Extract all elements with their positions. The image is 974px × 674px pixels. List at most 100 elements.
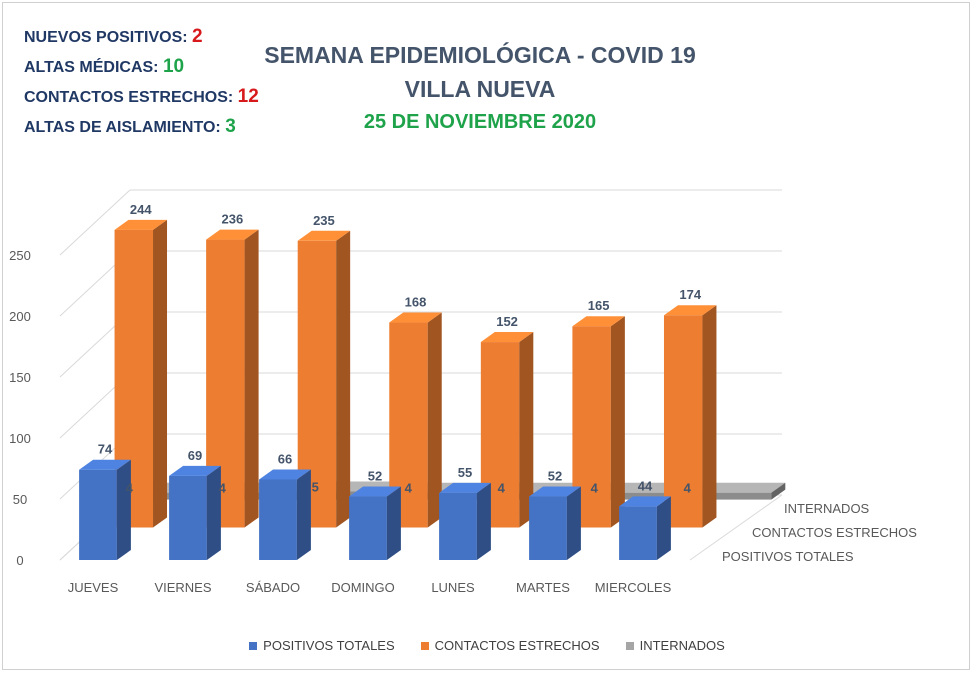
x-tick-label: VIERNES <box>154 580 211 595</box>
data-label: 69 <box>188 448 202 463</box>
chart-date: 25 DE NOVIEMBRE 2020 <box>363 111 597 133</box>
bar-front <box>585 492 679 500</box>
data-label: 174 <box>679 287 701 302</box>
floor-edge <box>689 494 783 561</box>
data-label: 235 <box>313 213 335 228</box>
bar <box>619 496 671 560</box>
bar-top <box>619 496 671 507</box>
data-label: 74 <box>98 442 113 457</box>
bar-top <box>529 486 581 497</box>
y-tick-label: 150 <box>9 370 31 385</box>
stat-label: ALTAS MÉDICAS: <box>24 59 159 76</box>
legend-item-contactos: CONTACTOS ESTRECHOS <box>420 638 600 653</box>
x-axis: JUEVES VIERNES SÁBADO DOMINGO LUNES MARTES MIE… <box>68 580 672 595</box>
bar-top <box>206 229 259 240</box>
data-label: 4 <box>219 481 227 496</box>
bar-top <box>480 332 534 343</box>
stat-medical-discharges: ALTAS MÉDICAS: 10 <box>24 52 259 82</box>
bar-top <box>297 230 351 241</box>
data-label: 244 <box>130 202 152 217</box>
bar-side <box>702 305 717 528</box>
bar-top <box>259 469 311 480</box>
bar-side <box>656 496 671 560</box>
legend-swatch <box>249 641 258 650</box>
depth-axis: POSITIVOS TOTALES CONTACTOS ESTRECHOS INTE… <box>722 501 917 564</box>
stat-isolation-discharges: ALTAS DE AISLAMIENTO: 3 <box>24 112 259 142</box>
bar-side <box>519 332 534 528</box>
legend-item-internados: INTERNADOS <box>625 638 725 653</box>
bar-side <box>206 465 221 560</box>
x-tick-label: MIERCOLES <box>595 580 672 595</box>
bar-top <box>169 465 221 476</box>
depth-tick-label: POSITIVOS TOTALES <box>722 549 854 564</box>
data-label: 4 <box>405 481 413 496</box>
data-label: 44 <box>638 478 653 493</box>
stat-value: 3 <box>225 116 236 137</box>
chart-title: SEMANA EPIDEMIOLÓGICA - COVID 19 <box>264 42 696 68</box>
bar-side <box>244 229 259 528</box>
stats-panel: NUEVOS POSITIVOS: 2 ALTAS MÉDICAS: 10 CO… <box>24 22 259 142</box>
bar-top <box>389 312 442 323</box>
bar-side <box>386 486 401 560</box>
gridline-side <box>59 189 131 256</box>
legend-swatch <box>420 641 429 650</box>
bar-side <box>566 486 581 560</box>
legend-label: CONTACTOS ESTRECHOS <box>434 638 600 653</box>
bar <box>572 316 625 528</box>
data-label: 165 <box>588 298 610 313</box>
data-label: 5 <box>312 480 319 495</box>
y-tick-label: 100 <box>9 431 31 446</box>
data-label: 152 <box>496 314 518 329</box>
bar-side <box>116 459 131 560</box>
bar-front <box>439 492 477 560</box>
bar-front <box>619 506 657 560</box>
data-label: 168 <box>405 295 427 310</box>
bar <box>529 486 581 560</box>
data-label: 52 <box>548 469 562 484</box>
x-tick-label: MARTES <box>516 580 570 595</box>
bar <box>79 459 131 560</box>
bar-front <box>169 475 207 560</box>
y-tick-label: 50 <box>13 492 27 507</box>
depth-tick-label: INTERNADOS <box>784 501 870 516</box>
bar-top <box>439 482 491 493</box>
bars <box>79 219 786 560</box>
data-label: 4 <box>591 481 599 496</box>
stat-new-positives: NUEVOS POSITIVOS: 2 <box>24 22 259 52</box>
data-label: 236 <box>222 212 244 227</box>
bar-top <box>79 459 131 470</box>
depth-tick-label: CONTACTOS ESTRECHOS <box>752 525 917 540</box>
bar-top <box>114 219 168 230</box>
bar <box>169 465 221 560</box>
bar-front <box>529 496 567 560</box>
data-label: 4 <box>498 481 506 496</box>
bar <box>480 332 534 528</box>
bar-side <box>296 469 311 560</box>
bar-front <box>349 496 387 560</box>
x-tick-label: LUNES <box>431 580 475 595</box>
stat-value: 2 <box>192 26 203 47</box>
bar-side <box>476 482 491 560</box>
bar-side <box>610 316 625 528</box>
bar-top <box>349 486 401 497</box>
x-tick-label: DOMINGO <box>331 580 395 595</box>
stat-label: CONTACTOS ESTRECHOS: <box>24 89 234 106</box>
bar-side <box>153 219 168 528</box>
bar-side <box>336 230 351 528</box>
data-label: 66 <box>278 451 292 466</box>
legend-label: POSITIVOS TOTALES <box>263 638 395 653</box>
legend-label: INTERNADOS <box>639 638 725 653</box>
chart-subtitle: VILLA NUEVA <box>404 76 556 102</box>
data-label: 52 <box>368 469 382 484</box>
chart-legend: POSITIVOS TOTALES CONTACTOS ESTRECHOS IN… <box>0 638 974 653</box>
bar <box>349 486 401 560</box>
y-tick-label: 0 <box>16 553 23 568</box>
data-label: 4 <box>126 481 134 496</box>
bar-side <box>427 312 442 528</box>
y-tick-label: 200 <box>9 309 31 324</box>
stat-label: ALTAS DE AISLAMIENTO: <box>24 119 221 136</box>
bar <box>259 469 311 560</box>
